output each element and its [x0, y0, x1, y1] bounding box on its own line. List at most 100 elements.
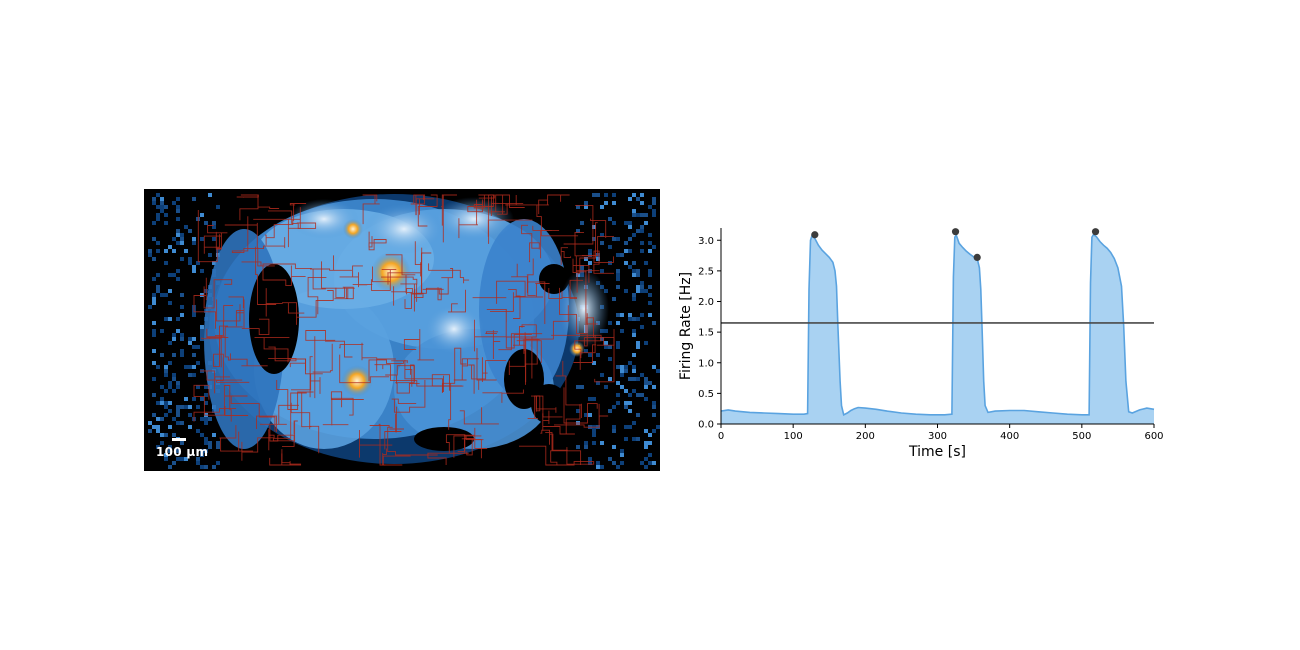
neuron-track — [453, 358, 479, 381]
neuron-track — [548, 279, 584, 300]
neuron-track — [213, 325, 250, 383]
speckle-pixel — [636, 393, 640, 397]
neuron-track — [224, 222, 275, 267]
neuron-track — [441, 194, 457, 243]
speckle-pixel — [604, 345, 608, 349]
speckle-pixel — [152, 377, 156, 381]
neuron-track — [572, 258, 590, 293]
speckle-pixel — [184, 365, 188, 369]
speckle-pixel — [600, 269, 604, 273]
neuron-track — [193, 277, 216, 329]
speckle-pixel — [152, 277, 156, 281]
x-tick-label: 500 — [1072, 431, 1091, 442]
speckle-pixel — [204, 393, 208, 397]
speckle-pixel — [188, 337, 192, 341]
speckle-pixel — [204, 465, 208, 469]
speckle-pixel — [588, 353, 592, 357]
field-region — [479, 219, 569, 399]
speckle-pixel — [216, 253, 220, 257]
neuron-track — [428, 263, 470, 284]
speckle-pixel — [172, 353, 176, 357]
neuron-track — [197, 210, 222, 263]
speckle-pixel — [160, 441, 164, 445]
speckle-pixel — [608, 321, 612, 325]
speckle-pixel — [648, 293, 652, 297]
speckle-pixel — [596, 257, 600, 261]
speckle-pixel — [628, 197, 632, 201]
speckle-pixel — [584, 349, 588, 353]
neuron-track — [339, 342, 396, 372]
firing-rate-area — [721, 234, 1154, 424]
bright-region — [424, 304, 484, 354]
speckle-pixel — [632, 293, 636, 297]
speckle-pixel — [608, 261, 612, 265]
speckle-pixel — [600, 205, 604, 209]
speckle-pixel — [180, 349, 184, 353]
speckle-pixel — [576, 445, 580, 449]
neuron-track — [468, 359, 507, 394]
speckle-pixel — [648, 285, 652, 289]
neuron-track — [496, 280, 526, 304]
speckle-pixel — [648, 461, 652, 465]
speckle-pixel — [152, 221, 156, 225]
speckle-pixel — [624, 425, 628, 429]
speckle-pixel — [180, 233, 184, 237]
neuron-track — [359, 430, 402, 458]
speckle-pixel — [648, 241, 652, 245]
speckle-pixel — [628, 409, 632, 413]
neuron-track — [555, 360, 582, 418]
x-tick-label: 600 — [1144, 431, 1163, 442]
speckle-pixel — [588, 457, 592, 461]
firing-rate-line — [720, 233, 1155, 416]
speckle-pixel — [188, 261, 192, 265]
speckle-pixel — [196, 361, 200, 365]
speckle-pixel — [176, 381, 180, 385]
speckle-pixel — [152, 301, 156, 305]
speckle-pixel — [156, 217, 160, 221]
speckle-pixel — [152, 297, 156, 301]
speckle-pixel — [632, 209, 636, 213]
speckle-pixel — [168, 385, 172, 389]
speckle-pixel — [196, 405, 200, 409]
speckle-pixel — [644, 465, 648, 469]
neuron-track — [505, 324, 537, 349]
speckle-pixel — [612, 425, 616, 429]
speckle-pixel — [156, 241, 160, 245]
speckle-pixel — [576, 229, 580, 233]
y-tick-label: 3.0 — [698, 236, 714, 247]
neuron-track — [231, 216, 286, 254]
axes: 0 100 200 300 400 500 600 0.0 0.5 1.0 1.5 2.0 2.5 3.0 — [698, 228, 1164, 442]
speckle-pixel — [216, 205, 220, 209]
speckle-pixel — [612, 461, 616, 465]
speckle-pixel — [160, 397, 164, 401]
speckle-pixel — [176, 277, 180, 281]
speckle-pixel — [588, 413, 592, 417]
speckle-pixel — [632, 389, 636, 393]
speckle-pixel — [632, 369, 636, 373]
speckle-pixel — [636, 317, 640, 321]
speckle-pixel — [160, 353, 164, 357]
speckle-pixel — [580, 221, 584, 225]
speckle-pixel — [620, 369, 624, 373]
neuron-track — [269, 453, 302, 466]
speckle-pixel — [596, 353, 600, 357]
neuron-track — [307, 276, 327, 315]
speckle-pixel — [576, 205, 580, 209]
speckle-pixel — [168, 465, 172, 469]
speckle-pixel — [172, 237, 176, 241]
speckle-pixel — [192, 313, 196, 317]
speckle-pixel — [156, 445, 160, 449]
speckle-pixel — [628, 393, 632, 397]
speckle-pixel — [176, 421, 180, 425]
speckle-pixel — [176, 385, 180, 389]
speckle-pixel — [604, 341, 608, 345]
neuron-track — [241, 420, 298, 461]
speckle-pixel — [200, 453, 204, 457]
speckle-pixel — [172, 337, 176, 341]
dark-hole — [249, 264, 299, 374]
neuron-track — [305, 330, 353, 358]
neuron-track — [586, 317, 598, 337]
speckle-pixel — [644, 377, 648, 381]
speckle-pixel — [648, 381, 652, 385]
speckle-pixel — [644, 221, 648, 225]
